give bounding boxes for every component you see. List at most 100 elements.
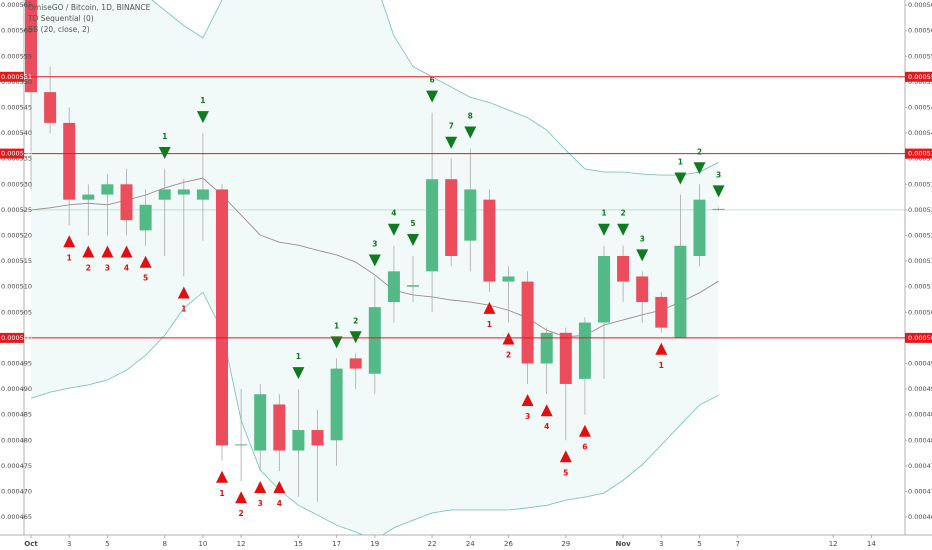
buy-count: 4 — [277, 499, 282, 508]
candle-body — [273, 404, 286, 451]
sell-count: 1 — [678, 158, 683, 167]
candle-body — [120, 184, 133, 221]
y-tick-label: 0.000550 — [1, 78, 32, 86]
y-tick-label: 0.000550 — [908, 78, 932, 86]
candle-body — [617, 255, 630, 282]
x-tick-label: 12 — [829, 540, 838, 548]
buy-signal — [139, 255, 152, 268]
level-tag — [0, 332, 24, 343]
sell-count: 2 — [697, 147, 702, 156]
level-label: 0.000551 — [908, 73, 932, 81]
candle-body — [368, 307, 381, 374]
sell-signal — [464, 126, 477, 139]
sell-count: 6 — [429, 76, 434, 85]
sell-count: 4 — [391, 209, 396, 218]
legend-indicator: BB (20, close, 2) — [28, 25, 90, 34]
candle-body — [101, 184, 114, 195]
buy-count: 1 — [487, 320, 492, 329]
x-tick-label: 24 — [466, 540, 475, 548]
level-label: 0.000500 — [908, 334, 932, 342]
sell-count: 3 — [372, 239, 377, 248]
y-tick-label: 0.000535 — [908, 155, 932, 163]
buy-signal — [502, 332, 515, 345]
candle-body — [712, 208, 725, 210]
buy-signal — [521, 393, 534, 406]
y-tick-label: 0.000540 — [908, 129, 932, 137]
level-tag — [905, 71, 932, 82]
candle-body — [139, 204, 152, 231]
candle-body — [464, 189, 477, 241]
buy-count: 1 — [67, 253, 72, 262]
candle-body — [292, 430, 305, 451]
buy-signal — [254, 481, 267, 494]
buy-count: 2 — [238, 509, 243, 518]
x-tick-label: Oct — [24, 540, 38, 548]
band-upper — [151, 0, 719, 176]
y-tick-label: 0.000495 — [908, 359, 932, 367]
y-tick-label: 0.000525 — [1, 206, 32, 214]
buy-signal — [483, 301, 496, 314]
candle-body — [693, 199, 706, 256]
x-tick-label: 29 — [561, 540, 570, 548]
x-tick-label: 12 — [237, 540, 246, 548]
level-label: 0.000536 — [1, 150, 32, 158]
y-tick-label: 0.000545 — [1, 104, 32, 112]
x-tick-label: 5 — [697, 540, 701, 548]
candle-body — [349, 358, 362, 369]
candle-body — [445, 179, 458, 256]
candle-body — [63, 122, 76, 200]
buy-count: 5 — [143, 274, 148, 283]
candle-body — [597, 255, 610, 323]
y-tick-label: 0.000465 — [1, 513, 32, 521]
sell-count: 7 — [449, 122, 454, 131]
candle-body — [655, 296, 668, 328]
buy-count: 4 — [124, 264, 129, 273]
sell-signal — [674, 172, 687, 185]
y-tick-label: 0.000555 — [1, 52, 32, 60]
x-tick-label: Nov — [615, 540, 631, 548]
buy-signal — [273, 481, 286, 494]
y-tick-label: 0.000505 — [1, 308, 32, 316]
candle-body — [483, 199, 496, 282]
buy-count: 1 — [181, 304, 186, 313]
candle-body — [559, 332, 572, 384]
level-label: 0.000500 — [1, 334, 32, 342]
candle-body — [177, 189, 190, 195]
x-tick-label: 5 — [105, 540, 109, 548]
y-tick-label: 0.000555 — [908, 52, 932, 60]
level-tag — [0, 148, 24, 159]
y-tick-label: 0.000565 — [1, 1, 32, 9]
y-tick-label: 0.000510 — [908, 283, 932, 291]
candle-body — [540, 332, 553, 364]
candle-body — [82, 194, 95, 200]
y-tick-label: 0.000530 — [1, 180, 32, 188]
sell-signal — [330, 336, 343, 349]
sell-signal — [636, 249, 649, 262]
buy-count: 6 — [582, 443, 587, 452]
buy-signal — [559, 450, 572, 463]
sell-signal — [426, 90, 439, 103]
sell-signal — [445, 136, 458, 149]
buy-signal — [578, 424, 591, 437]
level-tag — [905, 332, 932, 343]
buy-count: 1 — [219, 489, 224, 498]
x-tick-label: 22 — [428, 540, 437, 548]
buy-count: 2 — [86, 264, 91, 273]
y-tick-label: 0.000535 — [1, 155, 32, 163]
buy-signal — [63, 235, 76, 248]
buy-signal — [235, 491, 248, 504]
y-tick-label: 0.000525 — [908, 206, 932, 214]
candle-body — [25, 0, 38, 93]
candle-body — [254, 394, 267, 451]
buy-signal — [540, 404, 553, 417]
sell-count: 3 — [640, 234, 645, 243]
y-tick-label: 0.000485 — [908, 411, 932, 419]
y-tick-label: 0.000515 — [908, 257, 932, 265]
y-tick-label: 0.000515 — [1, 257, 32, 265]
x-tick-label: 14 — [867, 540, 876, 548]
candle-body — [158, 189, 171, 200]
y-tick-label: 0.000495 — [1, 359, 32, 367]
level-tag — [905, 148, 932, 159]
